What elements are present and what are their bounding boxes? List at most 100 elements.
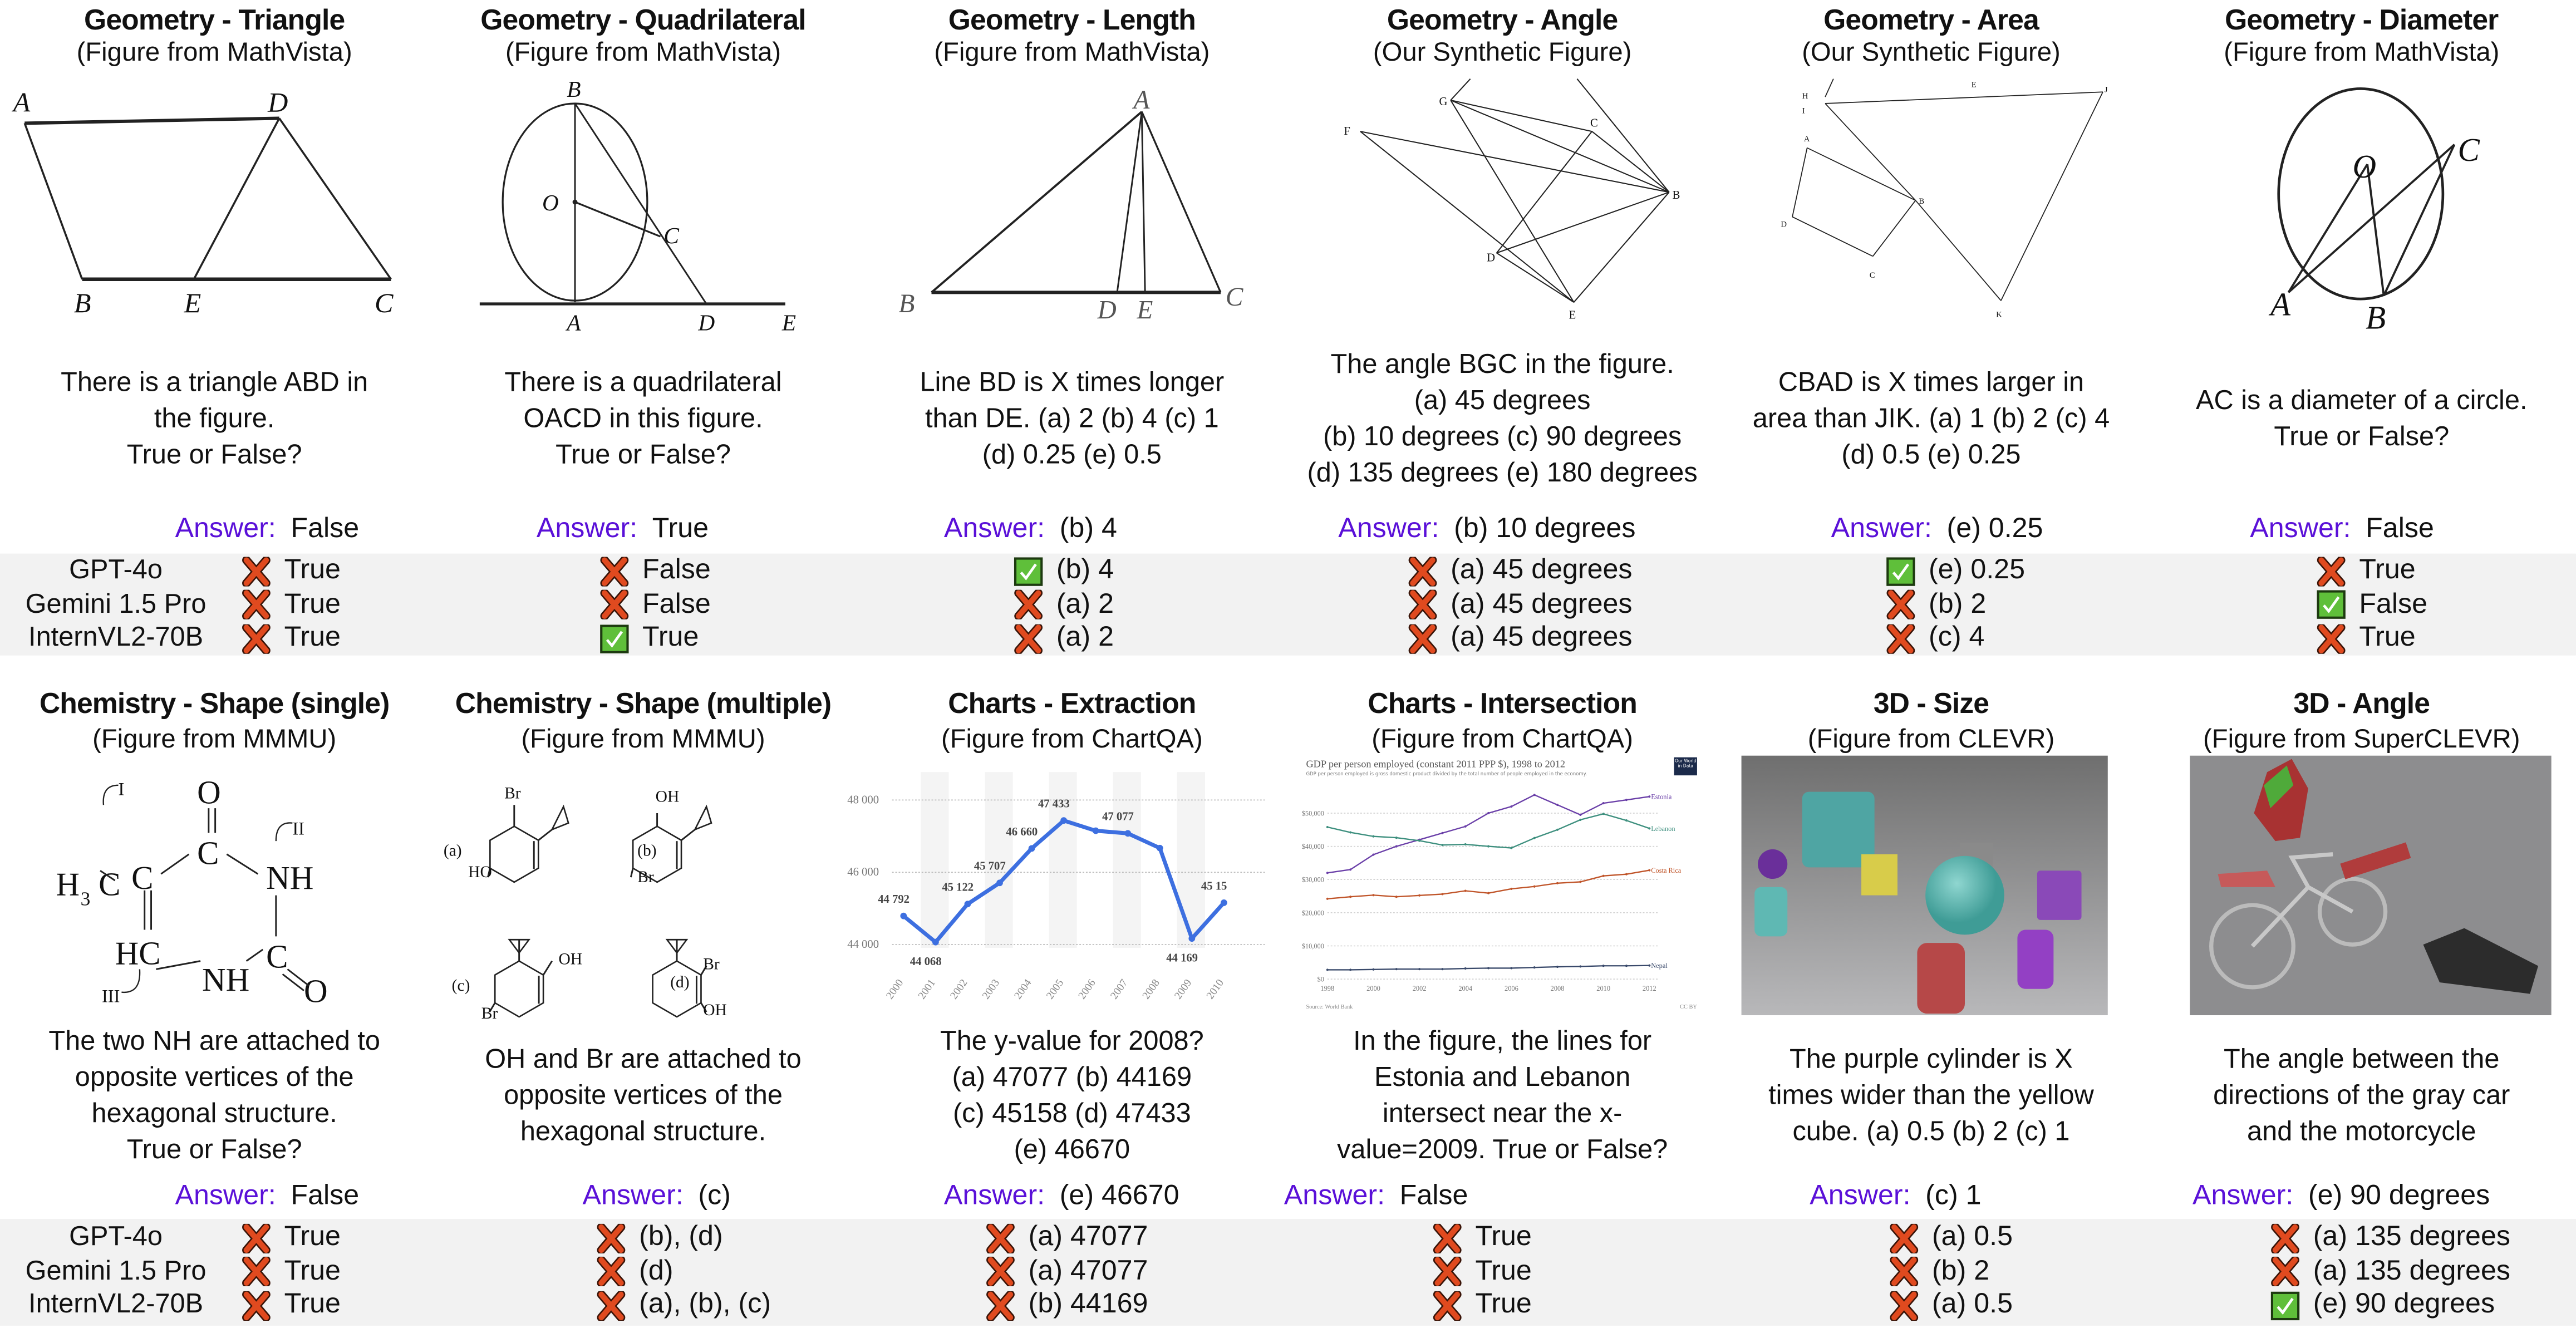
- bicycle-wheel: [2209, 903, 2295, 990]
- x-tick-label: 2004: [1458, 985, 1472, 992]
- figure-label: O: [197, 774, 221, 810]
- y-tick-label: $10,000: [1302, 942, 1324, 950]
- x-tick-label: 2006: [1076, 977, 1098, 1001]
- figure-label: Br: [481, 1005, 498, 1022]
- question-line: True or False?: [126, 1135, 302, 1165]
- answer-label: Answer:: [943, 1179, 1045, 1211]
- question-line: CBAD is X times larger in: [1778, 368, 2085, 398]
- data-point: [1418, 894, 1421, 897]
- model-prediction-1: False: [642, 553, 711, 585]
- chart-band: [921, 772, 949, 948]
- cross-icon: [2270, 1222, 2300, 1254]
- y-tick-label: $50,000: [1302, 809, 1324, 817]
- figure-line: [574, 201, 661, 238]
- answer-value: (c): [698, 1179, 731, 1211]
- card-title: Geometry - Triangle: [84, 3, 345, 36]
- data-point: [1487, 811, 1490, 815]
- chart-source: Source: World Bank: [1306, 1004, 1353, 1010]
- model-prediction-1: True: [284, 1220, 341, 1252]
- data-point: [1625, 819, 1628, 822]
- question-line: OH and Br are attached to: [485, 1045, 802, 1075]
- figure-source: (Figure from MathVista): [2224, 39, 2500, 68]
- data-point: [1579, 818, 1582, 821]
- answer-label: Answer:: [1284, 1179, 1385, 1211]
- figure-label: C: [2457, 131, 2480, 168]
- figure-label: D: [1097, 296, 1117, 325]
- figure-line: [2382, 144, 2456, 297]
- answer-label: Answer:: [175, 512, 276, 544]
- answer-value: False: [2366, 512, 2434, 544]
- answer-value: (e) 0.25: [1946, 512, 2043, 544]
- question-text: The two NH are attached to opposite verti…: [0, 1019, 429, 1173]
- data-point: [1487, 967, 1490, 970]
- question-text: There is a triangle ABD in the figure. Tru…: [0, 337, 429, 501]
- data-point: [1533, 837, 1536, 839]
- figure-line: [489, 1002, 496, 1012]
- data-point: [1441, 968, 1444, 971]
- check-icon: [1014, 556, 1043, 586]
- series-line-lebanon: [1327, 813, 1650, 849]
- answer-value: False: [291, 1179, 360, 1211]
- data-point: [1395, 968, 1398, 971]
- data-point: [1625, 873, 1628, 876]
- data-point: [1395, 896, 1398, 898]
- x-tick-label: 2004: [1012, 977, 1034, 1001]
- model-prediction-1: (a) 0.5: [1931, 1220, 2013, 1252]
- data-label: 44 169: [1166, 952, 1198, 964]
- figure-label: HO: [468, 863, 492, 881]
- answer-label: Answer:: [1810, 1179, 1911, 1211]
- figure-label: (d): [670, 973, 689, 991]
- question-text: The y-value for 2008? (a) 47077 (b) 44169…: [858, 1019, 1286, 1173]
- model-prediction-1: (a) 45 degrees: [1451, 553, 1633, 585]
- question-line: Line BD is X times longer: [920, 368, 1225, 398]
- figure-line: [1573, 191, 1670, 303]
- data-point: [1510, 967, 1513, 970]
- model-prediction-3: (a) 0.5: [1931, 1287, 2013, 1320]
- model-prediction-1: True: [284, 553, 341, 585]
- question-line: The angle between the: [2223, 1045, 2500, 1075]
- figure-line: [156, 960, 201, 970]
- model-prediction-2: (a) 47077: [1028, 1254, 1148, 1286]
- data-point: [1510, 805, 1513, 808]
- model-prediction-1: (e) 0.25: [1929, 553, 2026, 585]
- cross-icon: [2317, 622, 2346, 654]
- question-text: There is a quadrilateral OACD in this fig…: [429, 337, 857, 501]
- cross-icon: [599, 588, 629, 621]
- model-prediction-2: (d): [639, 1254, 674, 1286]
- figure-label: C: [1226, 283, 1243, 312]
- model-prediction-1: (b) 4: [1056, 553, 1114, 585]
- figure-quadrilateral: B O C A D E: [479, 76, 796, 335]
- cross-icon: [1889, 1222, 1919, 1254]
- figure-source: (Figure from MMMU): [92, 726, 337, 754]
- chart-subtitle: GDP per person employed is gross domesti…: [1306, 770, 1587, 777]
- figure-label: A: [12, 87, 31, 118]
- figure-label: OH: [656, 788, 680, 805]
- card-title: Geometry - Angle: [1387, 3, 1618, 36]
- series-label: Lebanon: [1651, 825, 1675, 833]
- data-point: [1349, 896, 1352, 898]
- model-prediction-1: True: [2359, 553, 2416, 585]
- y-tick-label: $30,000: [1302, 876, 1324, 884]
- results-band-top: [0, 553, 2576, 656]
- data-label: 45 15: [1201, 880, 1227, 892]
- question-line: (b) 10 degrees (c) 90 degrees: [1323, 422, 1682, 452]
- x-tick-label: 2003: [980, 977, 1002, 1001]
- data-point: [1602, 965, 1605, 967]
- question-line: The y-value for 2008?: [940, 1026, 1204, 1056]
- chart-band: [985, 772, 1013, 948]
- cross-icon: [242, 588, 271, 621]
- image-superclevr-scene: [2190, 755, 2552, 1016]
- data-point: [1602, 813, 1605, 815]
- figure-line: [1450, 100, 1670, 193]
- figure-label: B: [567, 76, 581, 102]
- question-line: value=2009. True or False?: [1337, 1135, 1668, 1165]
- data-point: [932, 938, 939, 946]
- question-line: (d) 0.5 (e) 0.25: [1841, 440, 2021, 470]
- card-title: 3D - Angle: [2293, 686, 2430, 720]
- cross-icon: [242, 1289, 271, 1321]
- figure-line: [1576, 78, 1670, 193]
- figure-line: [1825, 78, 1834, 97]
- figure-label: F: [1344, 125, 1350, 137]
- cross-icon: [599, 555, 629, 587]
